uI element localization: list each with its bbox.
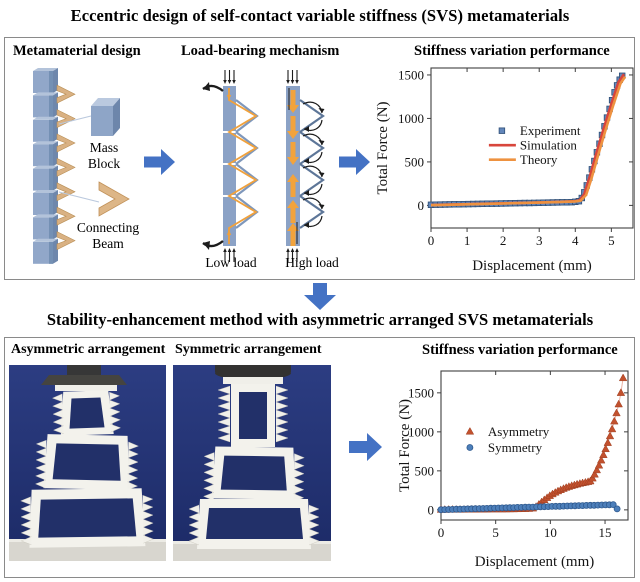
tier-1 xyxy=(51,390,122,436)
svg-text:1000: 1000 xyxy=(398,111,424,126)
svg-text:3: 3 xyxy=(536,233,543,248)
arrow-down-icon xyxy=(304,283,336,310)
svg-text:2: 2 xyxy=(500,233,507,248)
load-bearing-diagram: Low load High load xyxy=(202,69,339,270)
section2-title: Stability-enhancement method with asymme… xyxy=(46,310,594,329)
panel-title-stiffness-performance-bottom: Stiffness variation performance xyxy=(422,342,618,358)
panel-title-stiffness-performance-top: Stiffness variation performance xyxy=(414,43,610,59)
svg-text:Simulation: Simulation xyxy=(520,138,578,153)
symmetric-arrangement-photo xyxy=(173,365,331,561)
panel-title-asymmetric: Asymmetric arrangement xyxy=(11,342,166,357)
high-load-beam xyxy=(285,69,326,263)
panel-title-symmetric: Symmetric arrangement xyxy=(175,342,322,357)
svg-text:0: 0 xyxy=(428,502,435,517)
svg-text:5: 5 xyxy=(492,525,499,540)
tier-2 xyxy=(203,446,305,502)
high-load-label: High load xyxy=(285,255,339,270)
metamaterial-design-diagram: Mass Block Connecting Beam xyxy=(33,68,139,264)
svg-text:500: 500 xyxy=(415,463,435,478)
svg-text:1000: 1000 xyxy=(408,424,434,439)
svg-text:Asymmetry: Asymmetry xyxy=(488,424,550,439)
panel-title-load-bearing: Load-bearing mechanism xyxy=(181,43,340,59)
mass-block-label-line1: Mass xyxy=(90,140,119,155)
tier-3 xyxy=(188,499,320,549)
svg-text:Total Force (N): Total Force (N) xyxy=(375,101,391,194)
panel-title-metamaterial-design: Metamaterial design xyxy=(13,43,141,59)
tier-2 xyxy=(34,434,139,491)
svg-text:1: 1 xyxy=(464,233,471,248)
press-head xyxy=(41,365,127,385)
svg-text:0: 0 xyxy=(438,525,445,540)
connecting-beam-label-line2: Beam xyxy=(92,236,124,251)
tier-3 xyxy=(20,488,154,548)
asymmetric-arrangement-photo xyxy=(9,365,166,561)
svs-design-panel: Metamaterial design Load-bearing mechani… xyxy=(4,37,635,280)
mass-block-label-line2: Block xyxy=(88,156,120,171)
svg-text:Displacement (mm): Displacement (mm) xyxy=(475,554,595,570)
svg-text:500: 500 xyxy=(405,154,425,169)
arrow-right-icon-3 xyxy=(349,433,382,461)
svg-text:1500: 1500 xyxy=(398,67,424,82)
stability-enhancement-panel: Asymmetric arrangement Symmetric arrange… xyxy=(4,337,635,578)
svg-text:1500: 1500 xyxy=(408,385,434,400)
svg-text:Theory: Theory xyxy=(520,152,558,167)
svg-text:0: 0 xyxy=(418,198,425,213)
svg-text:0: 0 xyxy=(428,233,435,248)
svg-text:15: 15 xyxy=(599,525,612,540)
main-title: Eccentric design of self-contact variabl… xyxy=(70,6,570,25)
arrow-right-icon-2 xyxy=(339,149,370,175)
press-head xyxy=(215,365,291,380)
svg-text:Experiment: Experiment xyxy=(520,123,581,138)
connecting-beam-label-line1: Connecting xyxy=(77,220,139,235)
svg-text:Symmetry: Symmetry xyxy=(488,440,543,455)
low-load-beam xyxy=(202,69,259,263)
svg-text:4: 4 xyxy=(572,233,579,248)
tier-1 xyxy=(217,384,289,447)
svg-text:Total Force (N): Total Force (N) xyxy=(397,399,413,492)
callout-line-mass-block xyxy=(58,115,92,125)
load-path-zigzag xyxy=(227,88,258,244)
connecting-beam-icon xyxy=(98,181,130,217)
mass-block-icon xyxy=(91,98,120,136)
low-load-label: Low load xyxy=(205,255,257,270)
svg-text:5: 5 xyxy=(608,233,615,248)
arrow-right-icon-1 xyxy=(144,149,175,175)
callout-line-connecting-beam xyxy=(58,191,100,203)
force-displacement-chart-bottom: 0 5 10 15 0 500 1000 1500 Asymmetry Symmetry Displ… xyxy=(395,358,633,577)
force-displacement-chart-top: 0 1 2 3 4 5 0 500 1000 1500 Experiment Simulation Th… xyxy=(373,58,639,281)
svg-text:Displacement (mm): Displacement (mm) xyxy=(472,258,592,274)
svg-text:10: 10 xyxy=(544,525,557,540)
